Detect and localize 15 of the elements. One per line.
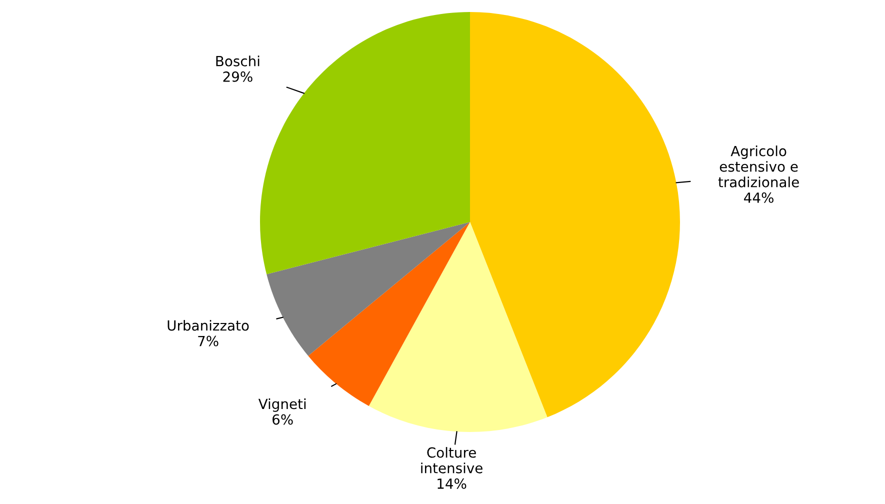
pie-slice xyxy=(266,222,470,356)
data-label: 7% xyxy=(198,336,218,346)
data-label: 44% xyxy=(744,192,774,203)
slice-label: Colture intensive xyxy=(421,447,482,474)
pie-slice xyxy=(260,12,470,274)
data-label: 29% xyxy=(223,71,252,82)
pie-slice xyxy=(470,12,680,418)
slice-label: Agricolo estensivo e tradizionale xyxy=(718,146,799,188)
slice-label: Vigneti xyxy=(258,398,306,412)
slice-label: Boschi xyxy=(216,56,260,66)
pie-slice xyxy=(368,222,548,432)
data-label: 6% xyxy=(272,414,293,425)
pie-slice xyxy=(308,222,470,406)
slice-label: Urbanizzato xyxy=(168,320,249,331)
data-label: 14% xyxy=(438,478,466,489)
